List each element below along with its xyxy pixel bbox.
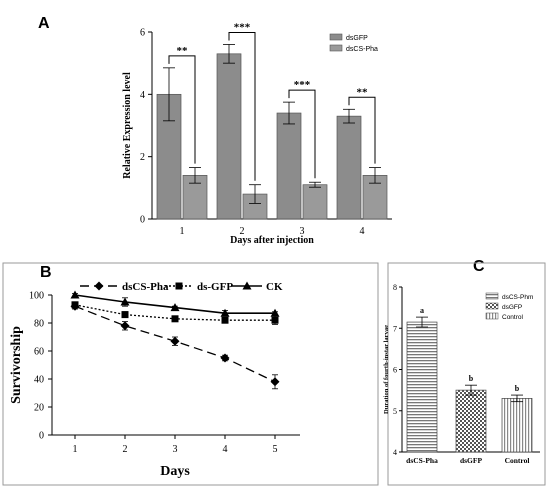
b-y-tick-label: 80 xyxy=(34,319,44,330)
a-x-tick-label: 3 xyxy=(300,226,305,237)
c-x-tick-label: Control xyxy=(505,456,530,465)
b-data-point xyxy=(220,353,230,363)
a-y-tick-label: 6 xyxy=(140,28,145,39)
a-legend-swatch xyxy=(329,33,343,41)
b-legend-marker xyxy=(175,282,183,290)
b-data-point xyxy=(221,316,229,324)
b-data-point xyxy=(120,321,130,331)
a-y-tick-label: 2 xyxy=(140,152,145,163)
b-data-point xyxy=(270,377,280,387)
c-y-axis-label: Duration of fourth-instar larvae xyxy=(383,325,390,414)
c-legend-label: dsCS-Phm xyxy=(502,294,533,301)
b-x-tick-label: 1 xyxy=(73,444,78,455)
panel-a-letter: A xyxy=(38,15,50,32)
b-data-point xyxy=(70,290,80,299)
panel-a-plot: 0 2 4 6 Relative Expression level Days after … xyxy=(122,21,392,246)
c-y-tick-label: 5 xyxy=(393,407,397,416)
a-significance-bracket xyxy=(348,96,376,164)
a-bar-dsgfp xyxy=(336,115,362,220)
a-significance-marker: *** xyxy=(294,79,311,91)
c-y-tick-label: 6 xyxy=(393,366,397,375)
b-y-tick-label: 100 xyxy=(29,291,44,302)
b-data-point xyxy=(220,308,230,317)
b-x-tick-label: 5 xyxy=(273,444,278,455)
b-x-tick-label: 2 xyxy=(123,444,128,455)
b-data-point xyxy=(170,303,180,312)
b-y-tick-label: 20 xyxy=(34,403,44,414)
panel-b: B 0 20 40 60 80 100 1 2 3 4 5 Survivorship Days dsCS-… xyxy=(2,262,379,486)
b-data-point xyxy=(71,301,79,309)
c-significance-letter: b xyxy=(469,374,474,383)
b-legend-label: dsCS-Pha xyxy=(122,281,169,293)
b-data-point xyxy=(171,315,179,323)
panel-c-letter: C xyxy=(473,258,485,275)
c-panel-frame xyxy=(387,262,546,486)
c-legend-swatch xyxy=(485,312,499,320)
b-x-tick-label: 4 xyxy=(223,444,228,455)
c-y-tick-label: 7 xyxy=(393,324,397,333)
c-x-tick-label: dsGFP xyxy=(460,456,483,465)
a-y-tick-label: 0 xyxy=(140,215,145,226)
a-significance-bracket xyxy=(228,31,256,181)
c-legend-swatch xyxy=(485,302,499,310)
a-legend-label: dsCS-Pha xyxy=(346,46,378,53)
panel-c-plot: 4 5 6 7 8 Duration of fourth-instar larvae a ds… xyxy=(383,262,546,486)
c-bar xyxy=(455,389,487,453)
a-significance-bracket xyxy=(168,55,196,164)
c-x-tick-label: dsCS-Pha xyxy=(406,456,438,465)
c-significance-letter: a xyxy=(420,306,424,315)
b-legend-label: CK xyxy=(266,281,283,293)
a-x-tick-label: 2 xyxy=(240,226,245,237)
c-bar xyxy=(501,398,533,453)
panel-c: C 4 5 6 7 8 Duration of fourth-instar larvae a… xyxy=(383,258,546,486)
b-legend-label: ds-GFP xyxy=(197,281,233,293)
b-legend-marker xyxy=(94,281,104,291)
a-bar-dsgfp xyxy=(216,53,242,220)
b-legend-marker xyxy=(242,281,252,290)
a-x-axis-label: Days after injection xyxy=(230,235,314,246)
a-significance-bracket xyxy=(288,89,316,179)
b-data-point xyxy=(170,336,180,346)
b-data-point xyxy=(270,308,280,317)
panel-b-letter: B xyxy=(40,264,52,281)
panel-b-plot: 0 20 40 60 80 100 1 2 3 4 5 Survivorship Days dsCS-Ph… xyxy=(2,262,379,486)
a-y-tick-label: 4 xyxy=(140,90,145,101)
b-y-tick-label: 60 xyxy=(34,347,44,358)
panel-a: A 0 2 4 6 Relative Expression level Days afte… xyxy=(38,15,392,246)
b-data-point xyxy=(121,311,129,319)
a-x-tick-label: 1 xyxy=(180,226,185,237)
a-y-axis-label: Relative Expression level xyxy=(122,72,133,179)
c-legend-label: dsGFP xyxy=(502,304,522,311)
a-significance-marker: *** xyxy=(234,21,251,33)
b-x-tick-label: 3 xyxy=(173,444,178,455)
b-y-axis-label: Survivorship xyxy=(9,326,24,404)
c-legend-swatch xyxy=(485,292,499,300)
c-significance-letter: b xyxy=(515,384,520,393)
c-legend-label: Control xyxy=(502,314,524,321)
a-x-tick-label: 4 xyxy=(360,226,365,237)
b-panel-frame xyxy=(2,262,379,486)
a-legend-label: dsGFP xyxy=(346,35,368,42)
a-bar-dsgfp xyxy=(276,112,302,220)
b-data-point xyxy=(271,316,279,324)
a-significance-marker: ** xyxy=(357,86,369,98)
c-y-tick-label: 8 xyxy=(393,283,397,292)
b-y-tick-label: 40 xyxy=(34,375,44,386)
c-y-tick-label: 4 xyxy=(393,448,397,457)
c-bar xyxy=(406,321,438,453)
a-legend-swatch xyxy=(329,44,343,52)
a-significance-marker: ** xyxy=(177,45,189,57)
a-bar-dscs-pha xyxy=(302,184,328,220)
b-x-axis-label: Days xyxy=(160,464,190,479)
b-y-tick-label: 0 xyxy=(39,431,44,442)
b-data-point xyxy=(120,297,130,306)
